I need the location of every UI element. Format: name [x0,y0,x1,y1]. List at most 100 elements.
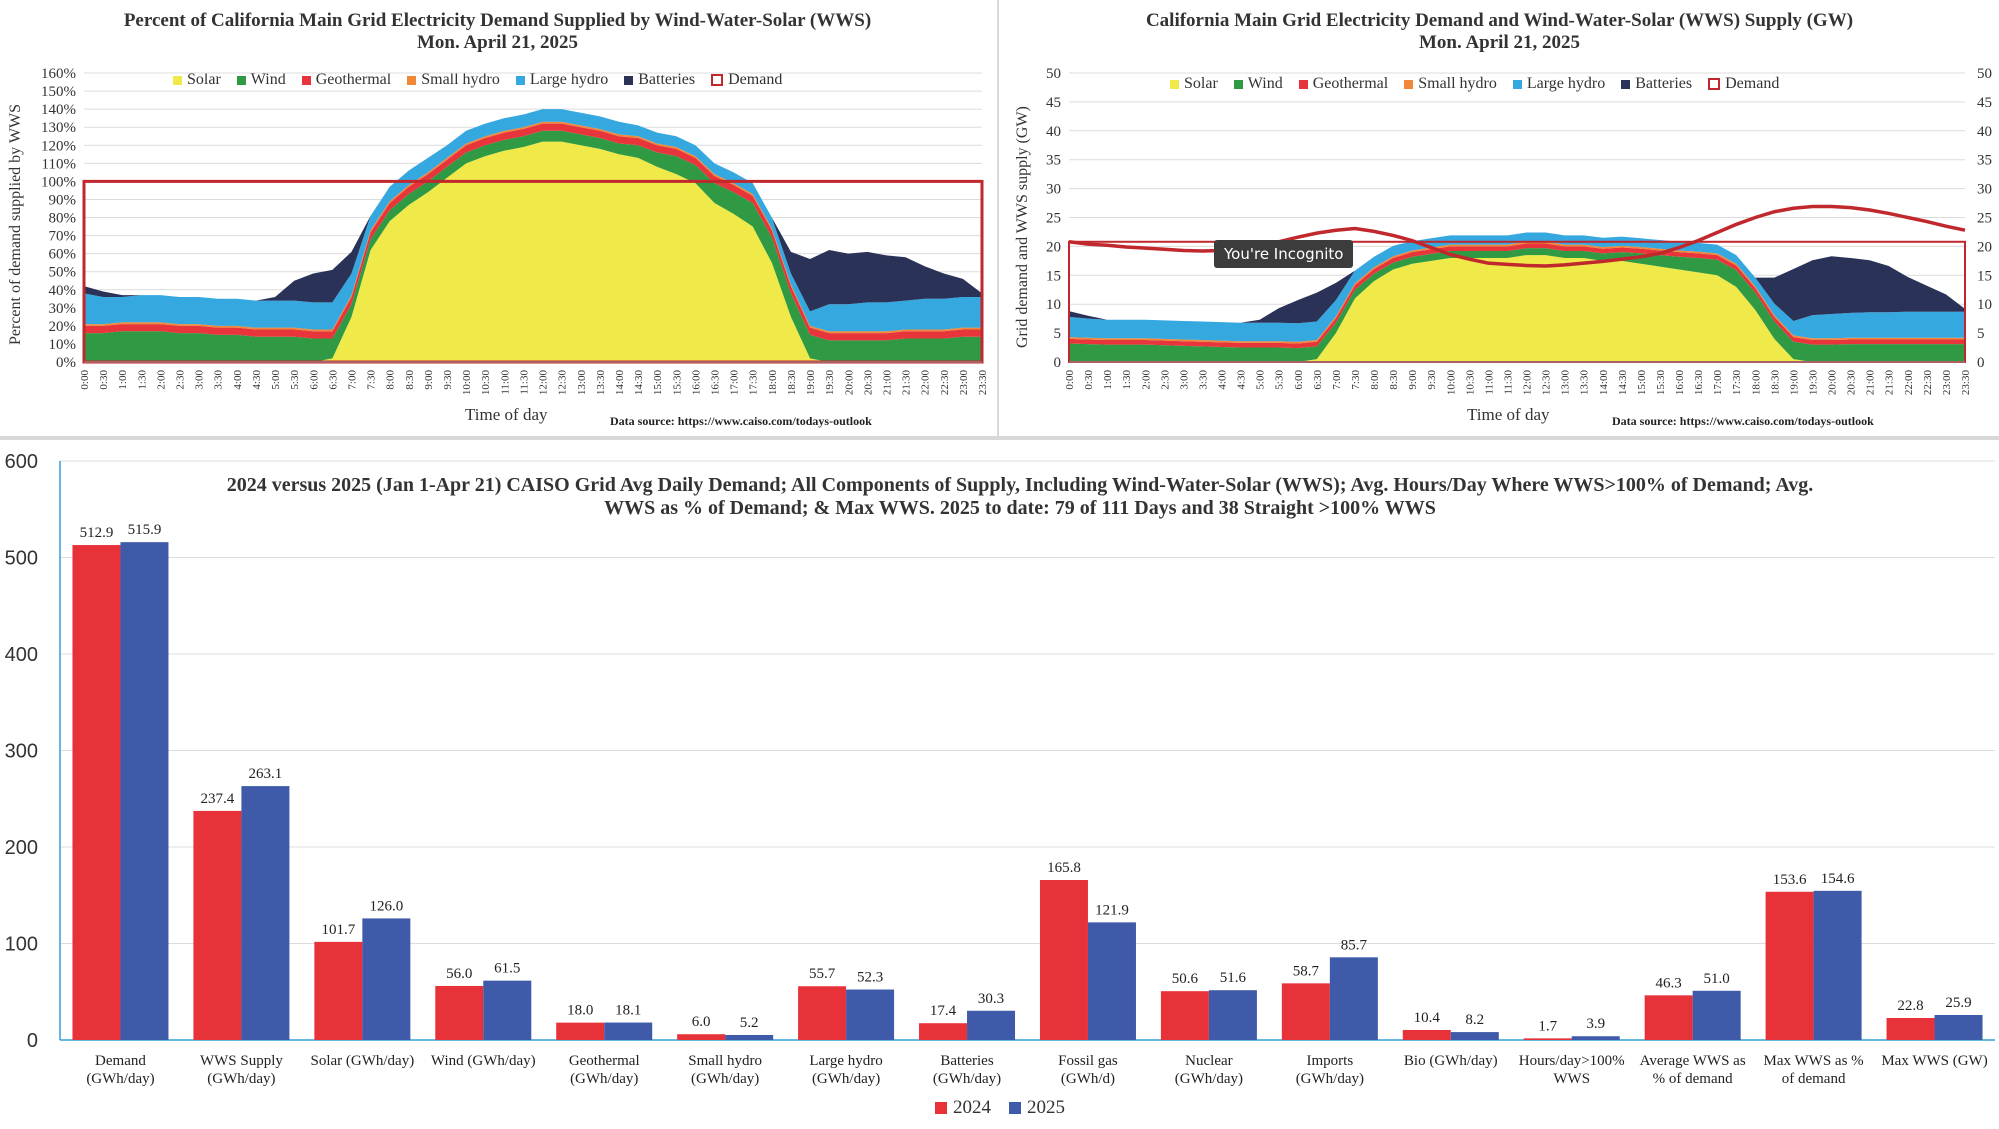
chart-title-line: Percent of California Main Grid Electric… [123,10,872,31]
legend-solar: Solar [1170,75,1218,93]
area-wind [1069,248,1965,362]
bar-2024 [919,1023,968,1040]
x-tick-label: 0:30 [1083,370,1095,390]
data-label: 25.9 [1945,995,1971,1011]
data-label: 50.6 [1172,971,1199,987]
x-tick-label: 3:30 [213,370,225,390]
x-tick-label: 16:30 [1693,370,1705,396]
bar-2024 [1039,880,1088,1040]
x-tick-label: 9:00 [1407,370,1419,390]
x-tick-label: 8:30 [404,370,416,390]
y-tick-label-right: 30 [1977,182,1992,198]
bar-2024 [1281,983,1330,1040]
area-large-hydro [1069,232,1965,342]
x-tick-label: 14:00 [614,370,626,396]
category-label: (GWh/day) [86,1071,154,1087]
chart-subtitle: Mon. April 21, 2025 [417,32,578,53]
x-tick-label: 19:30 [824,370,836,396]
x-tick-label: 14:00 [1598,370,1610,396]
data-label: 237.4 [201,791,235,807]
x-tick-label: 11:30 [1502,370,1514,395]
comparison-bar-chart-panel: 0 100 200 300 400 500 600 512.9 515.9 Demand (GWh/… [0,440,1999,1129]
x-tick-label: 10:30 [1464,370,1476,396]
chart-title: California Main Grid Electricity Demand … [1000,10,1999,54]
x-tick-label: 23:30 [1960,370,1972,396]
bar-2024 [1523,1038,1572,1040]
y-tick-label: 35 [1046,153,1061,169]
chart-title-line: California Main Grid Electricity Demand … [1145,10,1854,31]
area-batteries [84,109,982,312]
x-tick-label: 11:00 [499,370,511,395]
bar-2025 [362,918,411,1040]
x-tick-label: 18:00 [1750,370,1762,396]
x-tick-label: 22:00 [1903,370,1915,396]
y-tick-label-right: 35 [1977,153,1992,169]
x-tick-label: 6:30 [327,370,339,390]
x-tick-label: 23:00 [1941,370,1953,396]
data-source: Data source: https://www.caiso.com/today… [610,414,872,428]
x-tick-label: 9:30 [442,370,454,390]
legend-batteries: Batteries [624,71,695,89]
bar-2024 [1402,1029,1451,1040]
x-tick-label: 12:00 [538,370,550,396]
bar-2024 [1160,991,1209,1040]
y-tick-label: 25 [1046,211,1061,227]
x-tick-label: 13:30 [1579,370,1591,396]
chart-legend: Solar Wind Geothermal Small hydro Large … [173,71,782,89]
category-label: (GWh/d) [1061,1071,1115,1087]
demand-supply-gw-chart-panel: California Main Grid Electricity Demand … [1000,0,1999,436]
y-tick-label: 150% [41,84,76,100]
x-tick-label: 18:30 [786,370,798,396]
y-tick-label: 80% [49,211,77,227]
y-tick-label: 130% [41,120,76,136]
x-tick-label: 3:00 [1178,370,1190,390]
legend-wind: Wind [1233,75,1283,93]
x-tick-label: 4:00 [232,370,244,390]
category-label: Average WWS as [1640,1053,1746,1069]
x-tick-label: 15:30 [1655,370,1667,396]
x-tick-label: 17:00 [1712,370,1724,396]
y-tick-label: 20 [1046,239,1061,255]
demand-supply-plot: 0 0 5 5 10 10 15 15 20 20 25 25 30 30 35 35 40 40 45 45 50 50… [1046,66,1992,396]
legend-demand: Demand [711,71,782,89]
x-tick-label: 5:00 [270,370,282,390]
x-axis-label: Time of day [1467,405,1550,424]
x-tick-label: 15:00 [1636,370,1648,396]
x-tick-label: 11:00 [1483,370,1495,395]
y-tick-label: 10% [49,337,77,353]
legend-solar: Solar [173,71,221,89]
bar-2024 [72,545,121,1040]
legend-large-hydro: Large hydro [515,71,608,89]
chart-legend: Solar Wind Geothermal Small hydro Large … [1170,75,1779,93]
x-tick-label: 1:30 [136,370,148,390]
data-label: 58.7 [1293,963,1320,979]
chart-title: Percent of California Main Grid Electric… [0,10,995,54]
legend-small-hydro: Small hydro [1404,75,1497,93]
y-tick-label: 40 [1046,124,1061,140]
x-tick-label: 7:30 [1350,370,1362,390]
percent-wws-plot: 0% 10% 20% 30% 40% 50% 60% 70% 80% 90% 100% 110% 120… [41,66,989,396]
x-tick-label: 18:00 [767,370,779,396]
x-tick-label: 12:00 [1522,370,1534,396]
y-tick-label: 50% [49,265,77,281]
y-tick-label: 400 [5,644,38,666]
category-label: Fossil gas [1058,1053,1118,1069]
y-tick-label: 20% [49,319,77,335]
bar-2025 [1087,922,1136,1040]
y-tick-label-right: 40 [1977,124,1992,140]
y-tick-label: 600 [5,451,38,473]
x-tick-label: 20:30 [862,370,874,396]
category-label: WWS [1553,1071,1590,1087]
x-tick-label: 21:30 [901,370,913,396]
data-label: 3.9 [1586,1016,1605,1032]
data-label: 8.2 [1465,1012,1484,1028]
x-tick-label: 16:00 [690,370,702,396]
bar-2024 [193,810,242,1040]
x-tick-label: 20:00 [1827,370,1839,396]
category-label: (GWh/day) [933,1071,1001,1087]
data-label: 18.0 [567,1003,593,1019]
bar-2024 [1765,891,1814,1040]
y-tick-label: 15 [1046,268,1061,284]
y-axis-label: Percent of demand supplied by WWS [7,104,24,345]
category-label: (GWh/day) [691,1071,759,1087]
